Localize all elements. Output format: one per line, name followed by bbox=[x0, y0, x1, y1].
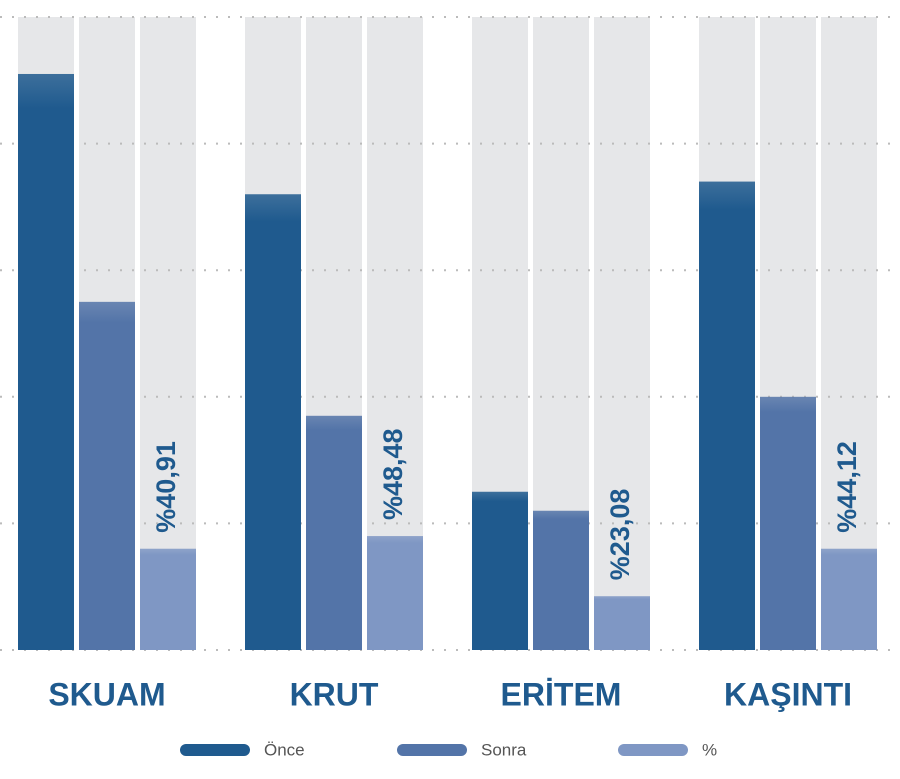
value-annotation: %48,48 bbox=[378, 428, 408, 520]
bar bbox=[760, 396, 816, 650]
category-label: KAŞINTI bbox=[724, 676, 852, 712]
bar bbox=[594, 596, 650, 650]
bar bbox=[245, 194, 301, 651]
bar bbox=[140, 548, 196, 650]
legend-swatch bbox=[180, 744, 250, 756]
bar bbox=[79, 301, 135, 650]
legend-label: Önce bbox=[264, 740, 305, 759]
value-annotation: %23,08 bbox=[605, 489, 635, 581]
category-label: KRUT bbox=[290, 676, 379, 712]
bar bbox=[18, 73, 74, 651]
bar bbox=[472, 491, 528, 650]
bar bbox=[367, 536, 423, 650]
legend-swatch bbox=[397, 744, 467, 756]
value-annotation: %44,12 bbox=[832, 441, 862, 533]
legend-swatch bbox=[618, 744, 688, 756]
bar bbox=[533, 510, 589, 650]
value-annotation: %40,91 bbox=[151, 441, 181, 533]
category-label: ERİTEM bbox=[501, 676, 622, 712]
category-label: SKUAM bbox=[48, 676, 165, 712]
legend-label: Sonra bbox=[481, 740, 527, 759]
bar-background bbox=[140, 17, 196, 650]
bar-background bbox=[821, 17, 877, 650]
bar bbox=[821, 548, 877, 650]
bar bbox=[699, 181, 755, 650]
bar bbox=[306, 415, 362, 650]
bar-background bbox=[594, 17, 650, 650]
legend-label: % bbox=[702, 740, 717, 759]
